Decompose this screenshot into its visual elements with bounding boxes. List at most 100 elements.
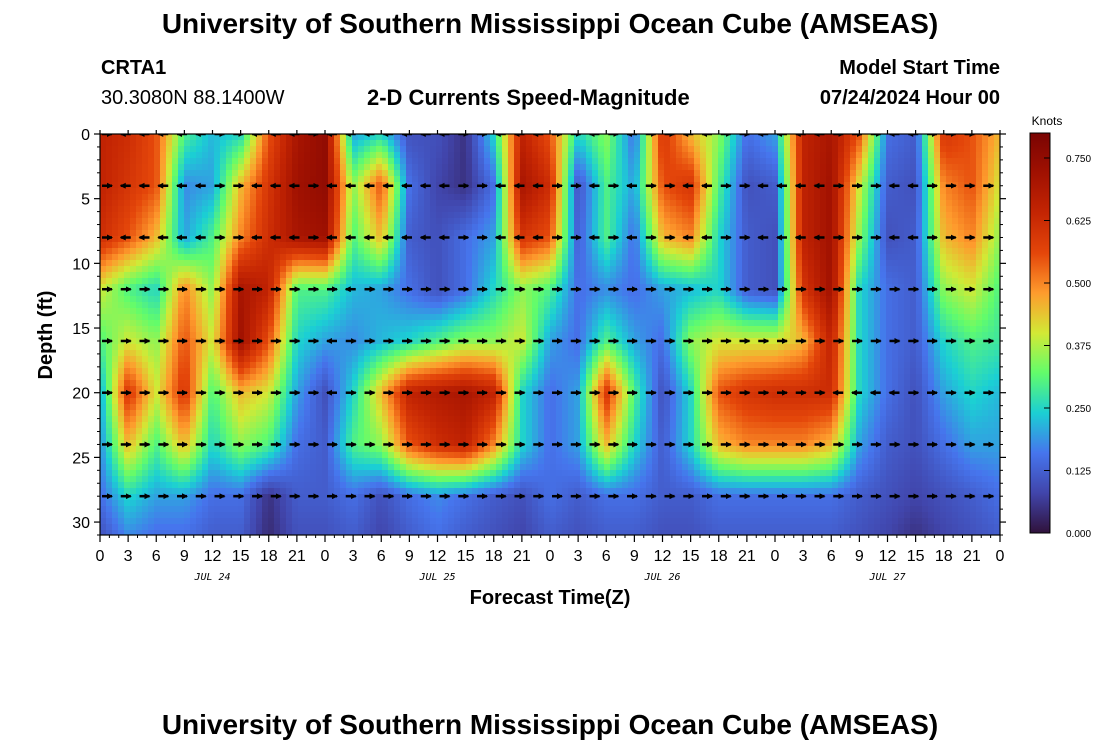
speed-cell (448, 482, 455, 489)
speed-cell (460, 452, 467, 459)
speed-cell (532, 218, 539, 225)
speed-cell (112, 296, 119, 303)
speed-cell (358, 500, 365, 507)
speed-cell (286, 320, 293, 327)
speed-cell (496, 470, 503, 477)
speed-cell (526, 272, 533, 279)
speed-cell (406, 404, 413, 411)
speed-cell (250, 296, 257, 303)
speed-cell (106, 242, 113, 249)
speed-cell (274, 200, 281, 207)
speed-cell (154, 440, 161, 447)
speed-cell (358, 356, 365, 363)
speed-cell (496, 452, 503, 459)
speed-cell (310, 314, 317, 321)
speed-cell (226, 230, 233, 237)
speed-cell (496, 344, 503, 351)
speed-cell (244, 398, 251, 405)
speed-cell (472, 422, 479, 429)
speed-cell (472, 254, 479, 261)
speed-cell (454, 464, 461, 471)
speed-cell (118, 290, 125, 297)
speed-cell (184, 518, 191, 525)
speed-cell (376, 344, 383, 351)
speed-cell (454, 410, 461, 417)
speed-cell (244, 530, 251, 535)
speed-cell (424, 386, 431, 393)
speed-cell (112, 236, 119, 243)
speed-cell (460, 230, 467, 237)
speed-cell (304, 332, 311, 339)
speed-cell (118, 218, 125, 225)
speed-cell (268, 368, 275, 375)
speed-cell (532, 446, 539, 453)
speed-cell (286, 518, 293, 525)
speed-cell (136, 380, 143, 387)
speed-cell (334, 530, 341, 535)
speed-cell (424, 458, 431, 465)
speed-cell (370, 530, 377, 535)
speed-cell (382, 458, 389, 465)
speed-cell (124, 512, 131, 519)
speed-cell (460, 218, 467, 225)
speed-cell (202, 428, 209, 435)
speed-cell (214, 188, 221, 195)
speed-cell (490, 326, 497, 333)
speed-cell (478, 350, 485, 357)
speed-cell (130, 506, 137, 513)
speed-cell (244, 524, 251, 531)
speed-cell (532, 284, 539, 291)
speed-cell (220, 200, 227, 207)
speed-cell (124, 248, 131, 255)
speed-cell (130, 290, 137, 297)
speed-cell (238, 248, 245, 255)
speed-cell (340, 236, 347, 243)
speed-cell (430, 236, 437, 243)
speed-cell (508, 422, 515, 429)
speed-cell (196, 524, 203, 531)
speed-cell (508, 356, 515, 363)
speed-cell (148, 410, 155, 417)
speed-cell (526, 494, 533, 501)
speed-cell (484, 482, 491, 489)
speed-cell (322, 146, 329, 153)
speed-cell (190, 320, 197, 327)
speed-cell (412, 194, 419, 201)
speed-cell (520, 374, 527, 381)
speed-cell (166, 506, 173, 513)
speed-cell (472, 374, 479, 381)
speed-cell (166, 410, 173, 417)
speed-cell (190, 344, 197, 351)
speed-cell (400, 452, 407, 459)
speed-cell (166, 254, 173, 261)
speed-cell (160, 350, 167, 357)
speed-cell (448, 356, 455, 363)
speed-cell (154, 134, 161, 141)
speed-cell (466, 374, 473, 381)
speed-cell (340, 374, 347, 381)
speed-cell (268, 344, 275, 351)
speed-cell (322, 392, 329, 399)
speed-cell (508, 158, 515, 165)
speed-cell (406, 194, 413, 201)
speed-cell (298, 380, 305, 387)
speed-cell (370, 518, 377, 525)
speed-cell (424, 212, 431, 219)
speed-cell (394, 506, 401, 513)
speed-cell (472, 398, 479, 405)
speed-cell (244, 206, 251, 213)
speed-cell (412, 302, 419, 309)
speed-cell (490, 302, 497, 309)
speed-cell (412, 284, 419, 291)
speed-cell (130, 242, 137, 249)
speed-cell (526, 362, 533, 369)
speed-cell (430, 206, 437, 213)
speed-cell (202, 308, 209, 315)
speed-cell (358, 494, 365, 501)
speed-cell (424, 350, 431, 357)
speed-cell (250, 452, 257, 459)
speed-cell (376, 134, 383, 141)
speed-cell (430, 512, 437, 519)
speed-cell (256, 434, 263, 441)
speed-cell (124, 158, 131, 165)
